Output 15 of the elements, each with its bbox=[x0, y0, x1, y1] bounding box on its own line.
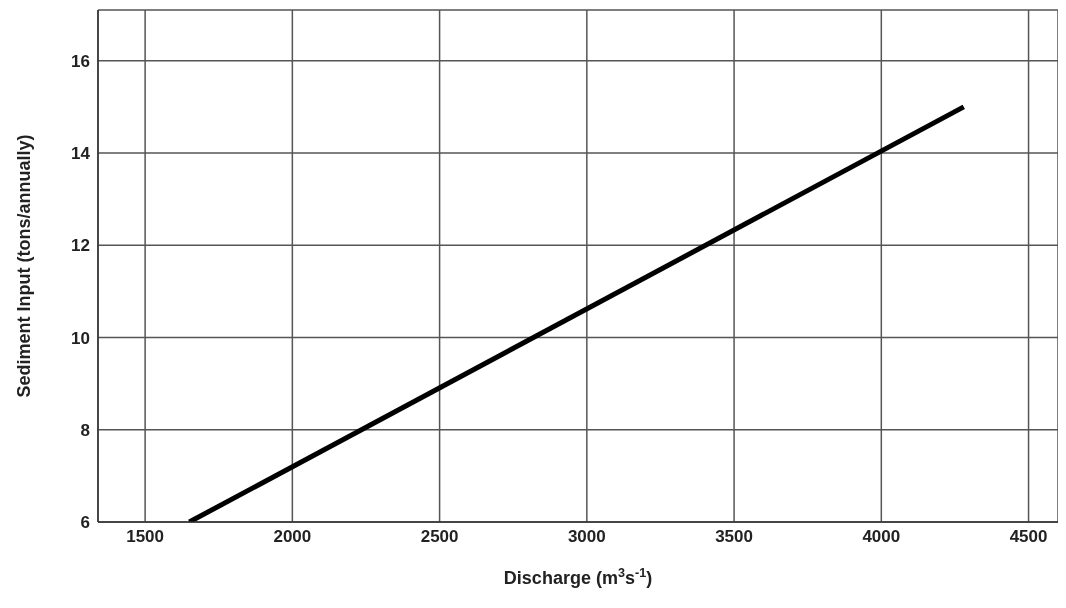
y-axis-title: Sediment Input (tons/annually) bbox=[14, 134, 34, 398]
x-tick-label: 4000 bbox=[862, 527, 901, 547]
x-tick-label: 1500 bbox=[126, 527, 165, 547]
y-tick-label: 6 bbox=[80, 513, 90, 533]
x-tick-label: 4500 bbox=[1009, 527, 1048, 547]
x-axis-title: Discharge (m$^{3}$s$^{-1}$) bbox=[503, 566, 653, 588]
x-tick-label: 3500 bbox=[715, 527, 753, 547]
x-tick-label: 2000 bbox=[273, 527, 312, 547]
x-tick-label: 2500 bbox=[420, 527, 459, 547]
y-tick-label: 8 bbox=[80, 420, 90, 440]
y-tick-label: 16 bbox=[71, 51, 90, 71]
y-tick-label: 12 bbox=[71, 236, 90, 256]
y-tick-label: 10 bbox=[71, 328, 90, 348]
x-tick-label: 3000 bbox=[567, 527, 606, 547]
y-tick-label: 14 bbox=[71, 144, 91, 164]
